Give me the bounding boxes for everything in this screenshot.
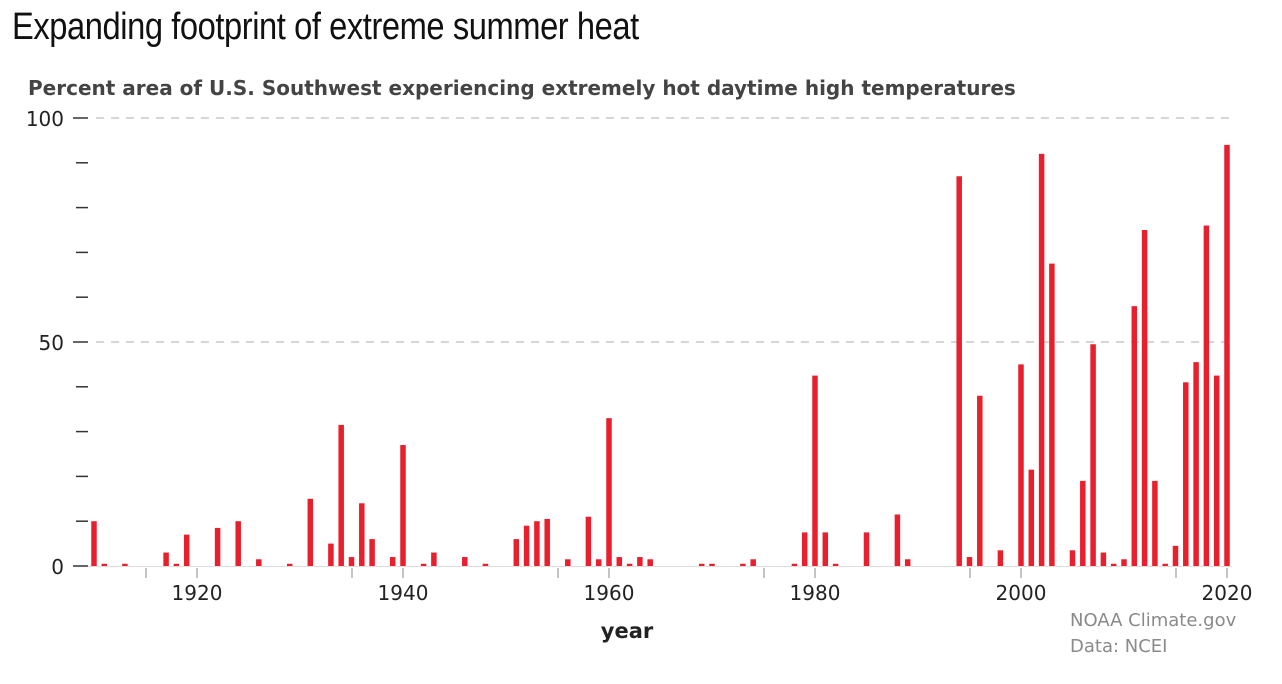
x-tick-label: 2000 bbox=[996, 581, 1047, 605]
bar-2006 bbox=[1080, 480, 1086, 566]
bar-1935 bbox=[348, 557, 355, 566]
y-tick-label: 0 bbox=[51, 555, 64, 579]
x-tick-label: 2020 bbox=[1202, 581, 1253, 605]
bar-1996 bbox=[977, 395, 983, 566]
bar-2008 bbox=[1100, 552, 1107, 566]
bar-1979 bbox=[801, 532, 808, 566]
bar-1934 bbox=[338, 424, 344, 566]
y-tick-label: 50 bbox=[39, 331, 64, 355]
bar-2001 bbox=[1028, 469, 1035, 566]
bar-2017 bbox=[1193, 362, 1199, 566]
bar-2019 bbox=[1213, 375, 1220, 566]
bar-1974 bbox=[750, 559, 756, 566]
bar-1933 bbox=[328, 543, 334, 566]
x-tick-label: 1980 bbox=[790, 581, 841, 605]
bar-2014 bbox=[1162, 563, 1168, 566]
bar-1922 bbox=[214, 527, 221, 566]
x-tick-label: 1960 bbox=[584, 581, 635, 605]
bar-1961 bbox=[616, 557, 623, 566]
bar-1942 bbox=[420, 563, 427, 566]
bar-1952 bbox=[523, 525, 530, 566]
bar-2002 bbox=[1038, 153, 1045, 566]
source-credit: NOAA Climate.gov bbox=[1070, 610, 1237, 631]
bar-1982 bbox=[832, 563, 839, 566]
bar-1913 bbox=[122, 563, 128, 566]
x-tick-label: 1920 bbox=[172, 581, 223, 605]
bar-1926 bbox=[256, 559, 262, 566]
bar-1911 bbox=[101, 563, 108, 566]
bar-2007 bbox=[1090, 344, 1096, 566]
x-axis-label: year bbox=[601, 619, 654, 643]
bar-1989 bbox=[904, 559, 911, 566]
bar-1978 bbox=[791, 563, 798, 566]
bar-1988 bbox=[894, 514, 901, 566]
bar-1943 bbox=[431, 552, 437, 566]
bar-1910 bbox=[91, 521, 97, 566]
bar-1963 bbox=[637, 557, 643, 566]
bar-1953 bbox=[534, 521, 540, 566]
bar-1998 bbox=[997, 550, 1004, 566]
bar-1918 bbox=[173, 563, 180, 566]
bar-1960 bbox=[606, 418, 612, 566]
bar-1940 bbox=[400, 445, 406, 566]
bar-1969 bbox=[698, 563, 705, 566]
bar-1985 bbox=[863, 532, 870, 566]
y-tick-label: 100 bbox=[26, 107, 64, 131]
bar-1981 bbox=[822, 532, 829, 566]
bar-1994 bbox=[956, 176, 962, 567]
data-credit: Data: NCEI bbox=[1070, 636, 1168, 657]
bar-2009 bbox=[1110, 563, 1117, 566]
bar-1964 bbox=[647, 559, 653, 566]
bar-1973 bbox=[740, 563, 746, 566]
bar-1931 bbox=[307, 498, 314, 566]
bar-2005 bbox=[1069, 550, 1076, 566]
bar-1959 bbox=[595, 559, 602, 566]
chart-subtitle: Percent area of U.S. Southwest experienc… bbox=[28, 76, 1016, 100]
bar-1937 bbox=[369, 539, 375, 566]
bar-1956 bbox=[565, 559, 571, 566]
bar-1936 bbox=[359, 503, 365, 566]
bar-1954 bbox=[544, 518, 550, 566]
bar-2000 bbox=[1018, 364, 1024, 566]
bar-1939 bbox=[389, 557, 396, 566]
bar-2020 bbox=[1224, 144, 1230, 566]
bar-2011 bbox=[1131, 306, 1138, 566]
bar-1919 bbox=[183, 534, 190, 566]
bar-1962 bbox=[626, 563, 633, 566]
bar-2015 bbox=[1172, 545, 1179, 566]
bar-1924 bbox=[235, 521, 241, 566]
bar-2012 bbox=[1141, 230, 1148, 566]
bar-1958 bbox=[585, 516, 592, 566]
bar-1951 bbox=[513, 539, 520, 566]
bar-2018 bbox=[1203, 225, 1210, 566]
bar-2016 bbox=[1183, 382, 1189, 566]
chart-title: Expanding footprint of extreme summer he… bbox=[12, 6, 639, 48]
bar-2003 bbox=[1049, 263, 1055, 566]
bar-1946 bbox=[462, 557, 468, 566]
bar-2013 bbox=[1152, 480, 1158, 566]
bar-2010 bbox=[1121, 559, 1127, 566]
bar-1948 bbox=[482, 563, 489, 566]
bar-1995 bbox=[966, 557, 973, 566]
bar-1970 bbox=[709, 563, 715, 566]
bar-1917 bbox=[163, 552, 169, 566]
bar-1929 bbox=[286, 563, 293, 566]
x-tick-label: 1940 bbox=[378, 581, 429, 605]
bar-1980 bbox=[812, 375, 818, 566]
